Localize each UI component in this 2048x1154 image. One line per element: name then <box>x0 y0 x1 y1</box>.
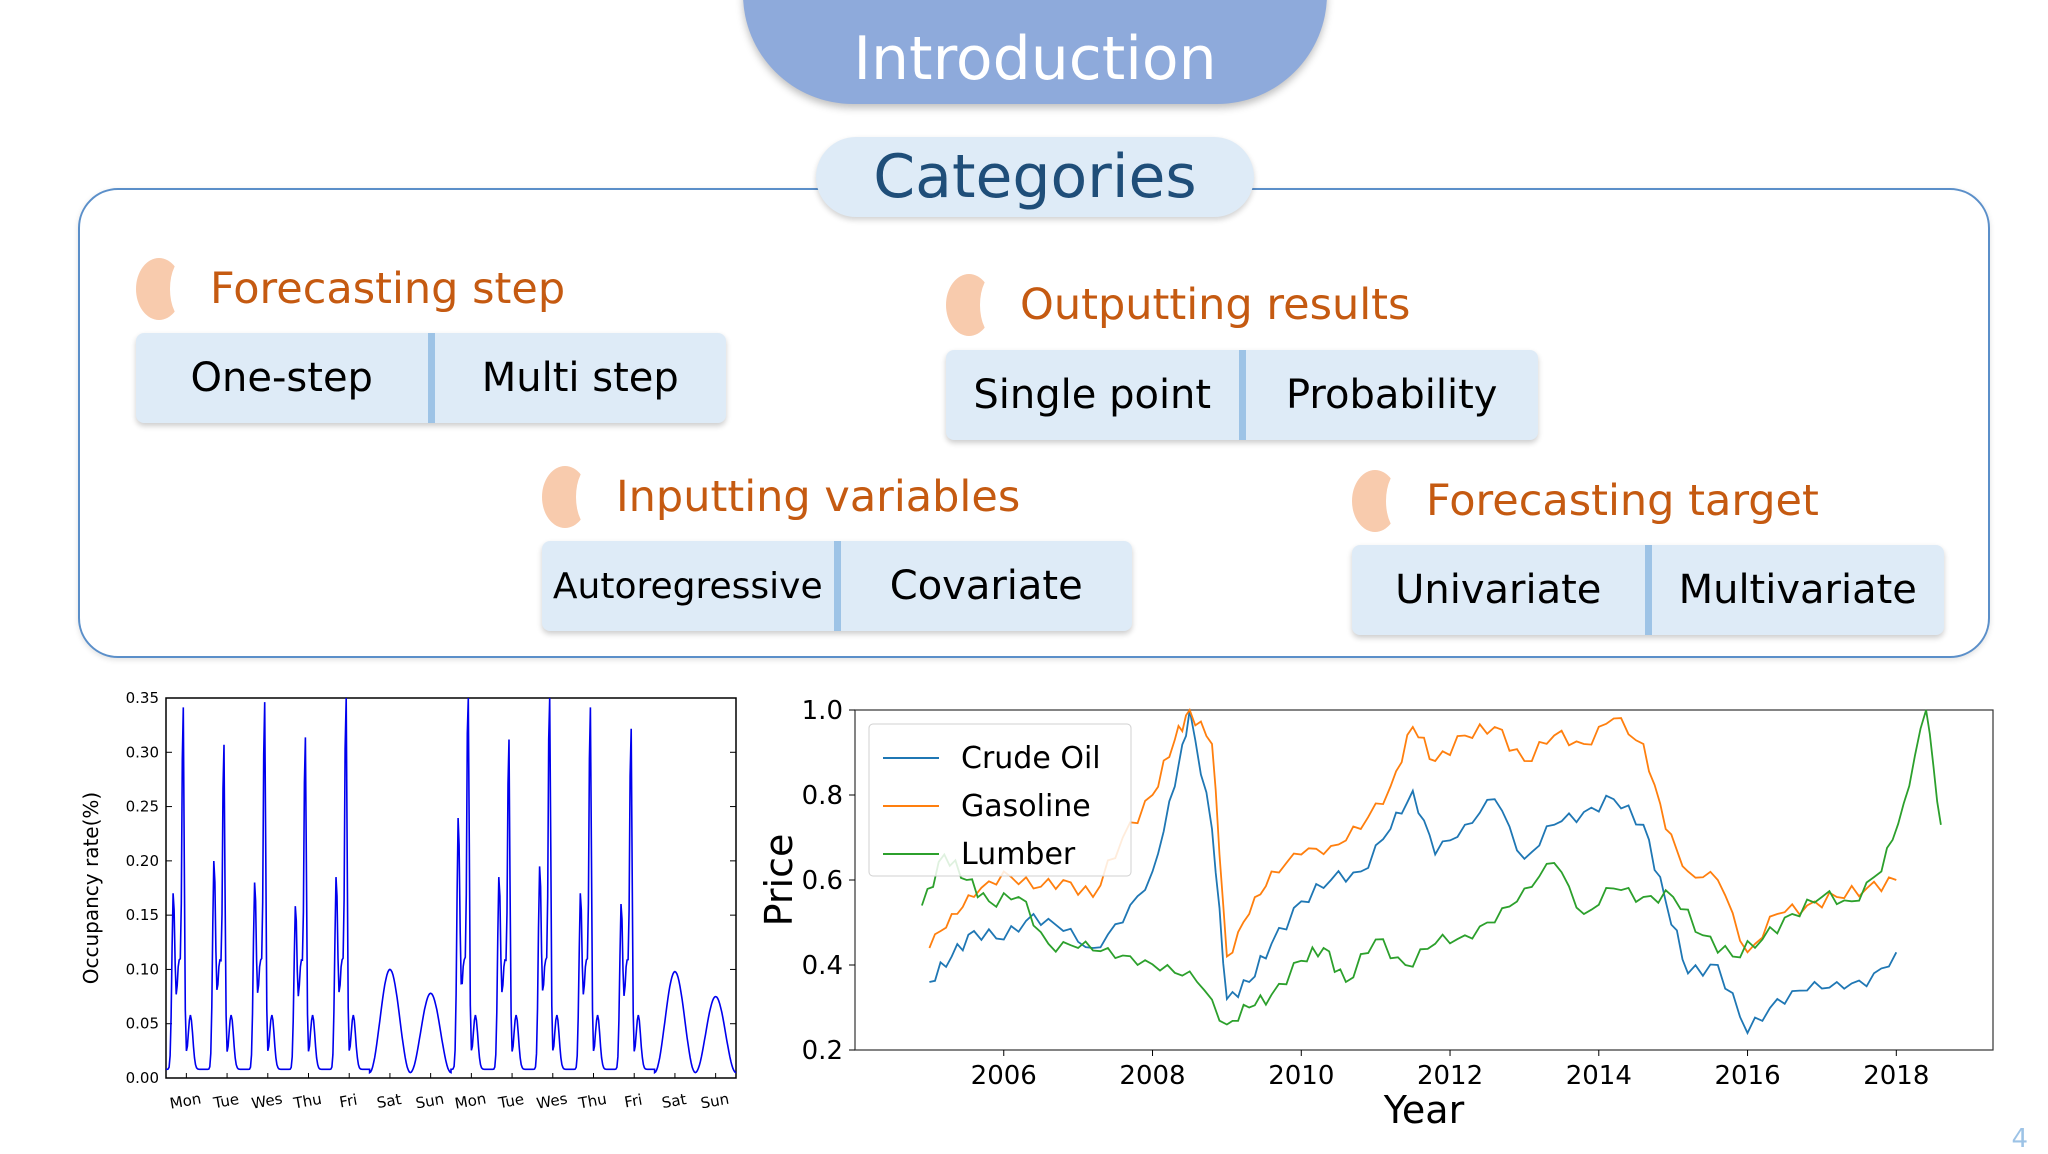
half-circle-icon <box>542 466 588 528</box>
x-tick-label: Wes <box>535 1089 569 1112</box>
series-line-lumber <box>921 709 1942 1026</box>
x-tick-label: Thu <box>576 1090 608 1113</box>
x-tick-label: Fri <box>623 1091 644 1112</box>
options-inputting-variables: Autoregressive Covariate <box>542 541 1132 631</box>
header-banner: Introduction <box>743 0 1327 104</box>
option-divider <box>1644 545 1652 635</box>
y-tick-label: 0.10 <box>126 960 159 978</box>
x-tick-label: 2012 <box>1417 1061 1483 1091</box>
section-title: Categories <box>873 142 1197 212</box>
y-tick-label: 1.0 <box>802 696 843 726</box>
x-tick-label: Wes <box>250 1089 284 1112</box>
occupancy-chart: 0.00 0.05 0.10 0.15 0.20 0.25 0.30 0.35 Occupanc… <box>80 689 737 1113</box>
half-circle-icon <box>136 258 182 320</box>
category-title: Outputting results <box>1020 280 1411 330</box>
option-single-point: Single point <box>973 372 1212 418</box>
x-tick-label: 2018 <box>1863 1061 1929 1091</box>
x-tick-label: Tue <box>211 1090 240 1112</box>
options-outputting-results: Single point Probability <box>946 350 1538 440</box>
occupancy-line <box>166 697 737 1075</box>
series-line-gasoline <box>928 708 1897 959</box>
x-tick-label: 2008 <box>1119 1061 1185 1091</box>
category-title: Inputting variables <box>616 472 1021 522</box>
x-tick-label: Mon <box>168 1089 202 1112</box>
category-title: Forecasting step <box>210 264 566 314</box>
legend-label: Gasoline <box>961 789 1091 824</box>
option-multi-step: Multi step <box>481 355 679 401</box>
half-circle-icon <box>1352 470 1398 532</box>
series-line-crude-oil <box>929 709 1898 1036</box>
page-title: Introduction <box>853 24 1217 94</box>
x-tick-label: Tue <box>496 1090 525 1112</box>
x-tick-label: Thu <box>291 1090 323 1113</box>
y-tick-label: 0.15 <box>126 906 159 924</box>
options-forecasting-step: One-step Multi step <box>136 333 726 423</box>
option-covariate: Covariate <box>889 563 1083 609</box>
x-tick-label: 2010 <box>1268 1061 1334 1091</box>
option-multivariate: Multivariate <box>1678 567 1917 613</box>
half-circle-icon <box>946 274 992 336</box>
x-tick-label: Sat <box>660 1090 687 1112</box>
y-tick-label: 0.30 <box>126 743 159 761</box>
category-outputting-results: Outputting results <box>946 274 1410 336</box>
legend-label: Crude Oil <box>961 741 1101 776</box>
y-tick-label: 0.35 <box>126 689 159 707</box>
plot-frame <box>165 697 737 1079</box>
category-title: Forecasting target <box>1426 476 1819 526</box>
option-univariate: Univariate <box>1395 567 1602 613</box>
y-tick-label: 0.6 <box>802 866 843 896</box>
option-divider <box>1238 350 1246 440</box>
y-axis-label: Occupancy rate(%) <box>80 792 103 984</box>
x-tick-label: Sun <box>699 1090 730 1113</box>
category-inputting-variables: Inputting variables <box>542 466 1020 528</box>
x-tick-label: 2006 <box>971 1061 1037 1091</box>
page-number: 4 <box>2011 1124 2028 1154</box>
options-forecasting-target: Univariate Multivariate <box>1352 545 1944 635</box>
x-tick-label: Sun <box>414 1090 445 1113</box>
x-tick-label: 2014 <box>1566 1061 1632 1091</box>
y-axis-label: Price <box>757 834 801 927</box>
y-tick-label: 0.8 <box>802 781 843 811</box>
section-title-pill: Categories <box>816 137 1254 217</box>
x-tick-label: Mon <box>453 1089 487 1112</box>
y-tick-label: 0.00 <box>126 1069 159 1087</box>
category-forecasting-target: Forecasting target <box>1352 470 1819 532</box>
legend-box <box>868 723 1132 877</box>
price-chart: 0.2 0.4 0.6 0.8 1.0 2006 2008 2010 2012 2014 2016 2… <box>757 696 1994 1132</box>
option-divider <box>427 333 435 423</box>
x-tick-label: Sat <box>375 1090 402 1112</box>
option-divider <box>833 541 841 631</box>
option-probability: Probability <box>1286 372 1498 418</box>
x-tick-label: Fri <box>338 1091 359 1112</box>
y-tick-label: 0.25 <box>126 798 159 816</box>
x-axis-label: Year <box>1383 1088 1465 1132</box>
y-tick-label: 0.2 <box>802 1036 843 1066</box>
option-autoregressive: Autoregressive <box>552 565 823 607</box>
option-one-step: One-step <box>190 355 373 401</box>
y-tick-label: 0.4 <box>802 951 843 981</box>
legend-label: Lumber <box>961 837 1076 872</box>
y-tick-label: 0.05 <box>126 1015 159 1033</box>
y-tick-label: 0.20 <box>126 852 159 870</box>
category-forecasting-step: Forecasting step <box>136 258 565 320</box>
x-tick-label: 2016 <box>1714 1061 1780 1091</box>
